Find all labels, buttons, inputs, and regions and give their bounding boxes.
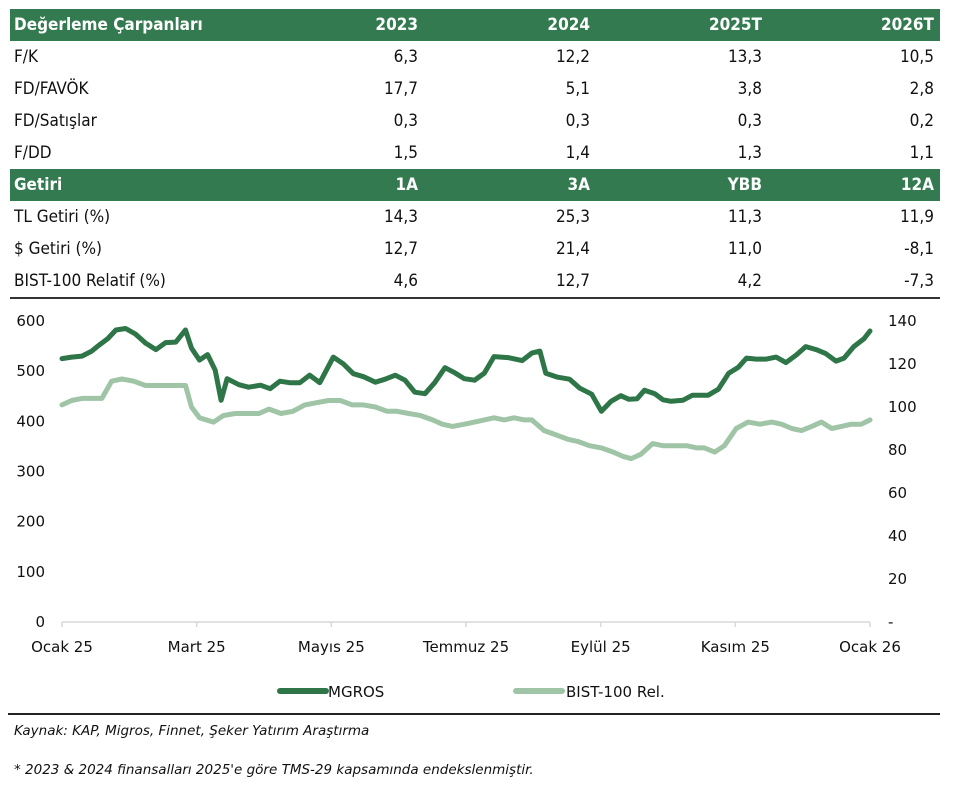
table-cell: 13,3	[727, 47, 762, 67]
table-cell: 0,2	[909, 111, 934, 131]
row-label: F/K	[14, 47, 38, 67]
table-cell: 1,4	[424, 137, 596, 172]
table-cell: 0,3	[393, 111, 418, 131]
right-axis: - 20 40 60 80 100 120 140	[888, 312, 917, 631]
left-tick-label: 200	[16, 513, 45, 531]
left-tick-label: 500	[16, 362, 45, 380]
table-cell: 10,5	[899, 47, 934, 67]
header-cell: YBB	[596, 169, 768, 201]
right-tick-label: -	[888, 613, 893, 631]
table-cell: 11,9	[899, 207, 934, 227]
table-row: FD/Satışlar 0,3 0,3 0,3 0,2	[10, 105, 940, 137]
right-tick-label: 100	[888, 398, 917, 416]
left-tick-label: 0	[35, 613, 45, 631]
legend-label-bist-rel: BIST-100 Rel.	[566, 683, 665, 700]
table-cell: 1,5	[252, 137, 424, 172]
table-cell: 4,6	[252, 265, 424, 299]
table-cell: 4,2	[596, 265, 768, 299]
table-cell: 6,3	[393, 47, 418, 67]
table-cell: 12,7	[424, 265, 596, 299]
right-tick-label: 140	[888, 312, 917, 330]
header-cell: 1A	[252, 169, 424, 201]
table-cell: 2,8	[909, 79, 934, 99]
left-tick-label: 600	[16, 312, 45, 330]
x-tick-label: Ocak 25	[31, 638, 93, 656]
table-row: F/DD 1,5 1,4 1,3 1,1	[10, 137, 940, 172]
footer-divider	[8, 713, 940, 715]
x-tick-label: Mart 25	[168, 638, 226, 656]
series-line-mgros	[59, 326, 873, 414]
header-cell: 3A	[424, 169, 596, 201]
right-tick-label: 60	[888, 484, 907, 502]
table-cell: -8,1	[904, 239, 934, 259]
table-cell: 25,3	[555, 207, 590, 227]
row-label: FD/Satışlar	[14, 111, 97, 131]
row-label: FD/FAVÖK	[14, 79, 89, 99]
source-note: Kaynak: KAP, Migros, Finnet, Şeker Yatır…	[14, 723, 370, 739]
left-tick-label: 100	[16, 563, 45, 581]
header-cell: 2026T	[768, 9, 940, 41]
header-cell: 2023	[252, 9, 424, 41]
table-cell: 14,3	[383, 207, 418, 227]
price-chart: 0 100 200 300 400 500 600 - 20 40 60 80 100 120 140 O…	[16, 312, 917, 700]
right-tick-label: 80	[888, 441, 907, 459]
table-row: F/K 6,3 12,2 13,3 10,5	[10, 41, 940, 73]
valuation-header-row: Değerleme Çarpanları 2023 2024 2025T 202…	[10, 9, 940, 41]
series-layer	[59, 326, 873, 462]
returns-header-row: Getiri 1A 3A YBB 12A	[10, 169, 940, 201]
row-label: BIST-100 Relatif (%)	[10, 265, 252, 299]
x-tick-label: Mayıs 25	[298, 638, 365, 656]
left-tick-label: 400	[16, 412, 45, 430]
table-cell: 0,3	[737, 111, 762, 131]
header-cell: 2025T	[596, 9, 768, 41]
table-row: FD/FAVÖK 17,7 5,1 3,8 2,8	[10, 73, 940, 105]
table-cell: 0,3	[565, 111, 590, 131]
table-cell: 3,8	[737, 79, 762, 99]
table-cell: 5,1	[565, 79, 590, 99]
table-cell: 21,4	[555, 239, 590, 259]
right-tick-label: 120	[888, 355, 917, 373]
header-cell: Getiri	[10, 169, 252, 201]
table-row: $ Getiri (%) 12,7 21,4 11,0 -8,1	[10, 233, 940, 265]
table-row: TL Getiri (%) 14,3 25,3 11,3 11,9	[10, 201, 940, 233]
table-cell: 11,3	[727, 207, 762, 227]
table-cell: 1,3	[596, 137, 768, 172]
returns-table: Getiri 1A 3A YBB 12A TL Getiri (%) 14,3 …	[10, 169, 940, 299]
legend: MGROS BIST-100 Rel.	[277, 683, 665, 700]
row-label: F/DD	[10, 137, 252, 172]
header-cell: Değerleme Çarpanları	[10, 9, 252, 41]
left-axis: 0 100 200 300 400 500 600	[16, 312, 45, 631]
legend-label-mgros: MGROS	[328, 683, 384, 700]
header-cell: 12A	[768, 169, 940, 201]
row-label: TL Getiri (%)	[14, 207, 111, 227]
footnote: * 2023 & 2024 finansalları 2025'e göre T…	[14, 762, 534, 778]
table-cell: 11,0	[727, 239, 762, 259]
table-cell: 12,7	[383, 239, 418, 259]
table-cell: 12,2	[555, 47, 590, 67]
valuation-multiples-table: Değerleme Çarpanları 2023 2024 2025T 202…	[10, 9, 940, 172]
table-row: BIST-100 Relatif (%) 4,6 12,7 4,2 -7,3	[10, 265, 940, 299]
x-tick-label: Eylül 25	[571, 638, 631, 656]
x-axis: Ocak 25 Mart 25 Mayıs 25 Temmuz 25 Eylül 25 K…	[31, 621, 901, 656]
row-label: $ Getiri (%)	[14, 239, 102, 259]
x-tick-label: Ocak 26	[839, 638, 901, 656]
left-tick-label: 300	[16, 463, 45, 481]
table-cell: -7,3	[768, 265, 940, 299]
series-line-bist-rel	[59, 376, 873, 462]
x-tick-label: Temmuz 25	[422, 638, 509, 656]
header-cell: 2024	[424, 9, 596, 41]
right-tick-label: 40	[888, 527, 907, 545]
table-cell: 17,7	[383, 79, 418, 99]
table-cell: 1,1	[768, 137, 940, 172]
x-tick-label: Kasım 25	[701, 638, 770, 656]
right-tick-label: 20	[888, 570, 907, 588]
